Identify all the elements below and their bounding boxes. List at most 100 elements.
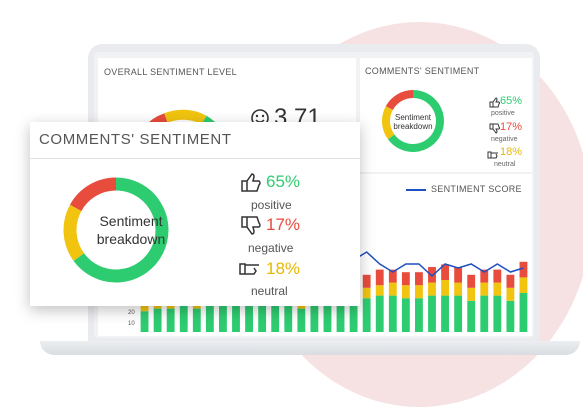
bar-neutral — [493, 282, 502, 296]
big-positive-label: positive — [251, 198, 292, 212]
bar-positive — [506, 300, 515, 332]
bar-positive — [140, 311, 149, 332]
thumbs-up-icon — [241, 173, 261, 192]
bar-positive — [415, 298, 423, 332]
bar-negative — [362, 274, 371, 288]
thumbs-up-icon — [489, 97, 500, 108]
big-neutral-label: neutral — [251, 284, 288, 298]
bar-positive — [336, 300, 345, 332]
bar-neutral — [375, 285, 384, 296]
bar-positive — [454, 295, 463, 332]
thumbs-down-icon — [489, 123, 500, 134]
bar-positive — [388, 295, 397, 332]
thumbs-down-icon — [241, 216, 261, 235]
bar-negative — [454, 267, 463, 283]
bar-negative — [401, 272, 410, 286]
small-label-line2: breakdown — [393, 122, 433, 131]
donut-slice-neutral — [63, 204, 85, 261]
bar-negative — [493, 269, 502, 283]
donut-slice-positive — [73, 177, 169, 283]
bar-neutral — [140, 300, 149, 312]
big-label-line2: breakdown — [96, 231, 166, 247]
bar-neutral — [388, 282, 397, 296]
small-positive-label: positive — [491, 110, 515, 117]
bar-negative — [375, 269, 384, 286]
small-donut-label: Sentiment breakdown — [382, 113, 444, 131]
bar-negative — [467, 274, 476, 288]
y-tick-10: 10 — [128, 321, 135, 327]
big-donut-label: Sentiment breakdown — [78, 212, 184, 248]
bar-neutral — [428, 282, 436, 296]
bar-neutral — [519, 277, 528, 293]
bar-negative — [428, 267, 436, 283]
legend-line-swatch — [406, 189, 426, 191]
bar-positive — [519, 293, 528, 332]
bar-positive — [219, 306, 227, 332]
bar-negative — [519, 261, 528, 278]
small-positive-value: 65% — [500, 95, 523, 107]
bar-positive — [401, 298, 410, 332]
bar-positive — [192, 308, 201, 332]
bar-positive — [362, 298, 371, 332]
bar-positive — [310, 303, 319, 332]
bar-positive — [232, 303, 240, 332]
donut-slice-negative — [385, 90, 414, 111]
chart-legend-label: SENTIMENT SCORE — [431, 184, 522, 194]
small-negative-label: negative — [491, 136, 518, 143]
big-card-title: COMMENTS' SENTIMENT — [39, 131, 232, 148]
laptop-base — [40, 341, 580, 355]
big-positive-value: 65% — [266, 172, 301, 191]
bar-positive — [245, 306, 253, 332]
donut-slice-positive — [387, 90, 444, 152]
bar-positive — [297, 308, 306, 332]
bar-positive — [480, 295, 489, 332]
big-comments-card: COMMENTS' SENTIMENT Sentiment breakdown … — [30, 122, 360, 306]
bar-positive — [467, 300, 476, 332]
big-negative-label: negative — [248, 241, 294, 255]
bar-neutral — [454, 282, 463, 296]
small-donut-chart — [382, 90, 444, 152]
bar-negative — [388, 269, 397, 283]
overall-title: OVERALL SENTIMENT LEVEL — [104, 67, 237, 77]
small-neutral-value: 18% — [500, 146, 523, 158]
y-tick-20: 20 — [128, 310, 135, 316]
bar-neutral — [415, 285, 423, 299]
title-divider — [30, 158, 360, 159]
bar-neutral — [506, 287, 515, 301]
small-neutral-label: neutral — [494, 161, 516, 168]
bar-positive — [441, 295, 449, 332]
bar-negative — [441, 264, 449, 280]
bar-negative — [506, 274, 515, 288]
bar-positive — [428, 295, 436, 332]
bar-positive — [271, 303, 280, 332]
bar-neutral — [401, 285, 410, 299]
big-donut-chart — [63, 177, 169, 283]
small-card-title: COMMENTS' SENTIMENT — [365, 66, 480, 76]
point-hand-icon — [239, 263, 259, 275]
small-negative-value: 17% — [500, 121, 523, 133]
big-label-line1: Sentiment — [99, 213, 163, 229]
donut-slice-negative — [69, 177, 117, 212]
big-negative-value: 17% — [266, 215, 301, 234]
bar-neutral — [362, 287, 371, 299]
bar-positive — [205, 306, 214, 332]
bar-positive — [179, 306, 188, 332]
bar-positive — [153, 308, 162, 332]
small-label-line1: Sentiment — [394, 113, 432, 122]
bar-positive — [166, 308, 175, 332]
bar-neutral — [441, 280, 449, 296]
bar-positive — [375, 295, 384, 332]
bar-positive — [493, 295, 502, 332]
bar-positive — [284, 306, 293, 332]
bar-negative — [415, 272, 423, 286]
bar-negative — [480, 269, 489, 283]
donut-slice-neutral — [382, 106, 395, 140]
bar-neutral — [467, 287, 476, 301]
bar-positive — [349, 300, 358, 332]
bar-neutral — [480, 282, 489, 296]
point-hand-icon — [487, 151, 498, 159]
bar-positive — [323, 300, 332, 332]
bar-positive — [258, 306, 267, 332]
big-neutral-value: 18% — [266, 259, 301, 278]
small-comments-panel: COMMENTS' SENTIMENT Sentiment breakdown … — [360, 58, 532, 172]
